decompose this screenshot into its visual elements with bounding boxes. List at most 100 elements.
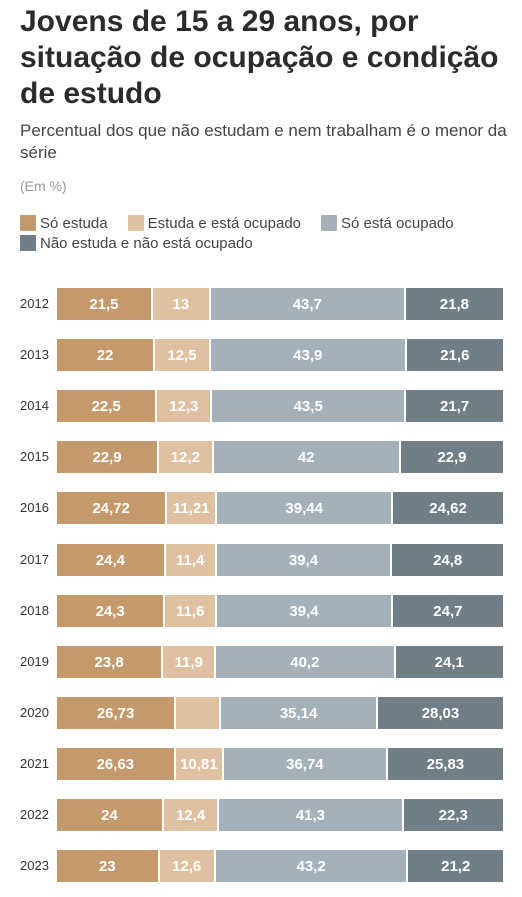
data-label: 11,6 — [176, 602, 205, 620]
bar-segment: 43,2 — [215, 850, 409, 882]
year-label: 2014 — [20, 398, 49, 413]
data-label: 24,8 — [433, 551, 463, 569]
data-label: 43,2 — [296, 857, 326, 875]
bar-segment: 11,4 — [165, 544, 217, 576]
data-label: 12,3 — [169, 397, 199, 415]
data-label: 22 — [96, 346, 114, 364]
data-label: 24,1 — [434, 653, 464, 671]
year-label: 2021 — [20, 756, 49, 771]
data-label: 42 — [297, 448, 315, 466]
bar-segment: 22,9 — [400, 441, 503, 473]
bar-segment: 12,3 — [157, 390, 213, 422]
legend-label: Estuda e está ocupado — [147, 214, 302, 232]
bar-segment: 26,73 — [57, 697, 177, 729]
year-label: 2022 — [20, 807, 49, 822]
data-label: 24,3 — [95, 602, 125, 620]
data-label: 39,4 — [289, 602, 319, 620]
year-label: 2017 — [20, 552, 49, 567]
chart-title: Jovens de 15 a 29 anos, por situação de … — [20, 5, 499, 110]
data-label: 28,03 — [421, 704, 460, 722]
legend-item: Não estuda e não está ocupado — [20, 233, 253, 253]
data-label: 24,4 — [95, 551, 125, 569]
legend-label: Só está ocupado — [341, 214, 454, 232]
data-label: 12,4 — [176, 806, 206, 824]
data-label: 21,2 — [441, 857, 471, 875]
data-label: 26,63 — [96, 755, 135, 773]
bar-segment: 13 — [152, 288, 211, 320]
year-label: 2018 — [20, 603, 49, 618]
bar-segment: 24,72 — [57, 492, 168, 524]
data-label: 43,5 — [293, 397, 323, 415]
stacked-bar: 24,4 11,4 39,4 24,8 — [57, 544, 503, 576]
year-label: 2019 — [20, 654, 49, 669]
data-label: 13 — [172, 295, 190, 313]
bar-segment: 23 — [57, 850, 160, 882]
legend-item: Estuda e está ocupado — [127, 213, 302, 233]
stacked-bar: 22,9 12,2 42 22,9 — [57, 441, 503, 473]
bar-segment: 26,63 — [57, 748, 176, 780]
bar-segment: 21,6 — [406, 339, 503, 371]
data-label: 12,6 — [172, 857, 202, 875]
chart-subtitle: Percentual dos que não estudam e nem tra… — [20, 121, 507, 162]
data-label: 10,81 — [180, 755, 218, 773]
legend-swatch — [20, 235, 36, 251]
data-label: 24,7 — [433, 602, 463, 620]
bar-segment: 24,62 — [393, 492, 503, 524]
bar-segment: 24,1 — [395, 646, 503, 678]
bar-segment: 35,14 — [221, 697, 378, 729]
bar-segment: 12,2 — [159, 441, 214, 473]
legend: Só estuda Estuda e está ocupado Só está oc… — [20, 213, 515, 253]
bar-segment: 12,5 — [155, 339, 211, 371]
data-label: 41,3 — [295, 806, 326, 824]
stacked-bar: 23,8 11,9 40,2 24,1 — [57, 646, 503, 678]
bar-segment: 21,7 — [406, 390, 503, 422]
bar-segment: 41,3 — [219, 799, 404, 831]
bar-segment: 12,6 — [159, 850, 216, 882]
data-label: 23,8 — [94, 653, 124, 671]
bar-segment: 22,9 — [57, 441, 160, 473]
stacked-bar: 22,5 12,3 43,5 21,7 — [57, 390, 503, 422]
bar-segment: 22,5 — [57, 390, 158, 422]
data-label: 40,2 — [290, 653, 320, 671]
bar-segment — [176, 697, 222, 729]
bar-segment: 24 — [57, 799, 165, 831]
legend-item: Só está ocupado — [321, 213, 454, 233]
data-label: 11,4 — [176, 551, 205, 569]
bar-segment: 39,4 — [217, 595, 393, 627]
legend-swatch — [127, 215, 144, 231]
stacked-bar: 23 12,6 43,2 21,2 — [57, 850, 503, 882]
data-label: 22,3 — [438, 806, 468, 824]
year-label: 2013 — [20, 347, 49, 362]
stacked-bar: 26,73 35,14 28,03 — [57, 697, 503, 729]
bar-segment: 39,4 — [216, 544, 393, 576]
bar-segment: 36,74 — [223, 748, 388, 780]
bar-segment: 22,3 — [403, 799, 503, 831]
stacked-bar: 24,3 11,6 39,4 24,7 — [57, 595, 503, 627]
data-label: 24 — [101, 806, 118, 824]
bar-segment: 11,6 — [165, 595, 218, 627]
bar-segment: 28,03 — [377, 697, 503, 729]
bar-segment: 21,2 — [408, 850, 503, 882]
data-label: 24,72 — [92, 499, 130, 517]
stacked-bar: 24,72 11,21 39,44 24,62 — [57, 492, 503, 524]
data-label: 12,5 — [167, 346, 197, 364]
bar-segment: 21,5 — [57, 288, 153, 320]
bar-segment: 40,2 — [216, 646, 396, 678]
bar-segment: 42 — [213, 441, 401, 473]
bar-segment: 25,83 — [387, 748, 503, 780]
data-label: 36,74 — [286, 755, 324, 773]
data-label: 22,9 — [92, 448, 122, 466]
data-label: 22,9 — [437, 448, 467, 466]
bar-segment: 43,9 — [210, 339, 407, 371]
data-label: 21,6 — [440, 346, 470, 364]
data-label: 39,4 — [288, 551, 319, 569]
stacked-bar: 21,5 13 43,7 21,8 — [57, 288, 503, 320]
stacked-bar: 26,63 10,81 36,74 25,83 — [57, 748, 503, 780]
data-label: 11,21 — [172, 499, 210, 517]
data-label: 25,83 — [426, 755, 465, 773]
bar-segment: 24,4 — [57, 544, 166, 576]
bar-segment: 24,7 — [392, 595, 503, 627]
year-label: 2020 — [20, 705, 49, 720]
bar-segment: 24,8 — [392, 544, 503, 576]
